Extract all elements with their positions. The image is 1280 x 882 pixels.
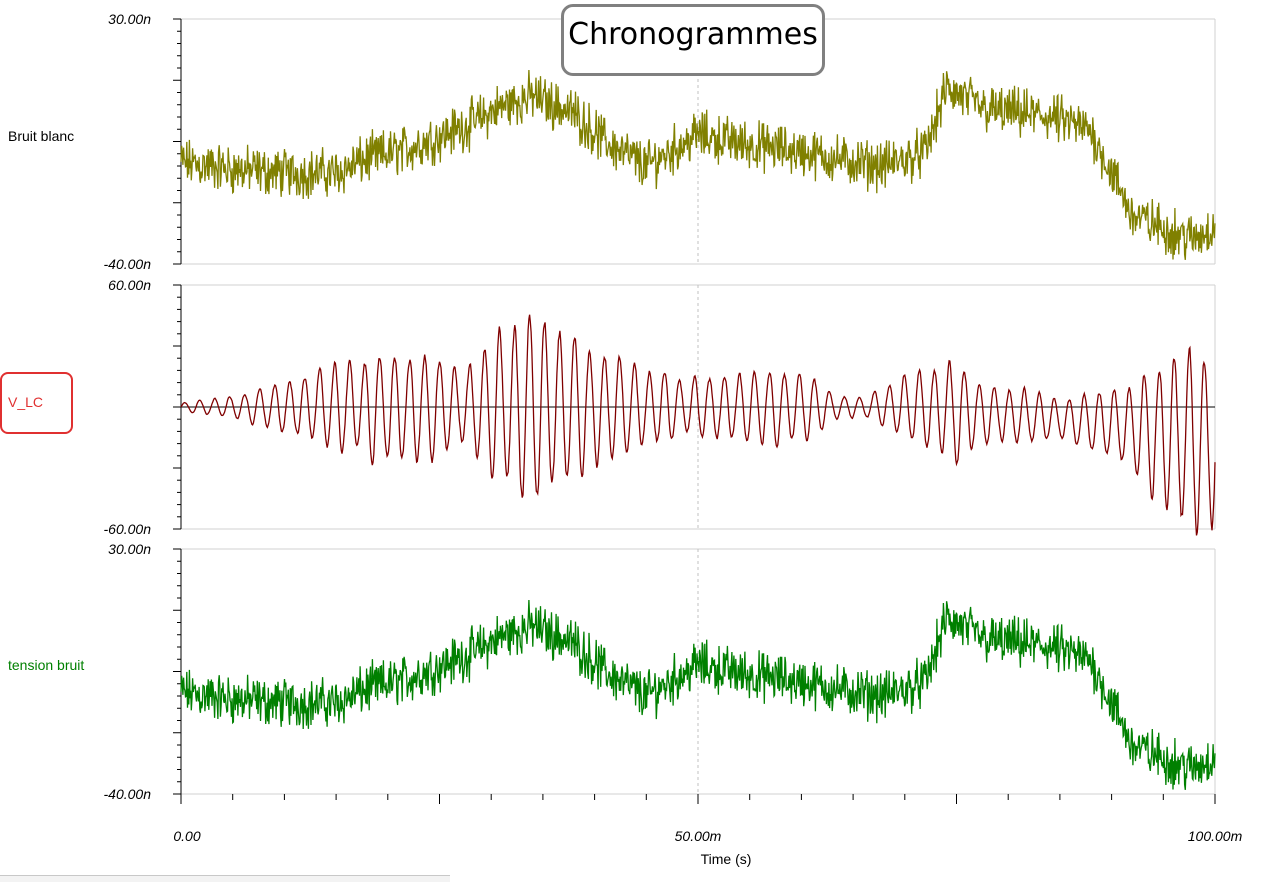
x-tick-label: 50.00m (675, 828, 722, 844)
series-line-tension_bruit (180, 599, 1216, 790)
y-tick-label-top: 30.00n (108, 11, 151, 27)
series-line-v_lc (180, 314, 1216, 536)
y-tick-label-bottom: -60.00n (104, 521, 152, 537)
channel-label: Bruit blanc (8, 128, 74, 144)
x-tick-label: 100.00m (1188, 828, 1243, 844)
channel-label: tension bruit (8, 657, 84, 673)
bottom-tab-strip (0, 875, 450, 882)
y-tick-label-bottom: -40.00n (104, 786, 152, 802)
y-tick-label-bottom: -40.00n (104, 256, 152, 272)
series-line-bruit_blanc (180, 69, 1216, 260)
title-box: Chronogrammes (561, 4, 825, 76)
chart-title: Chronogrammes (568, 16, 818, 52)
v-lc-highlight-box (0, 372, 73, 434)
x-tick-label: 0.00 (173, 828, 200, 844)
y-tick-label-top: 60.00n (108, 277, 151, 293)
y-tick-label-top: 30.00n (108, 541, 151, 557)
x-axis-label: Time (s) (701, 851, 752, 867)
channel-label: V_LC (8, 394, 43, 410)
